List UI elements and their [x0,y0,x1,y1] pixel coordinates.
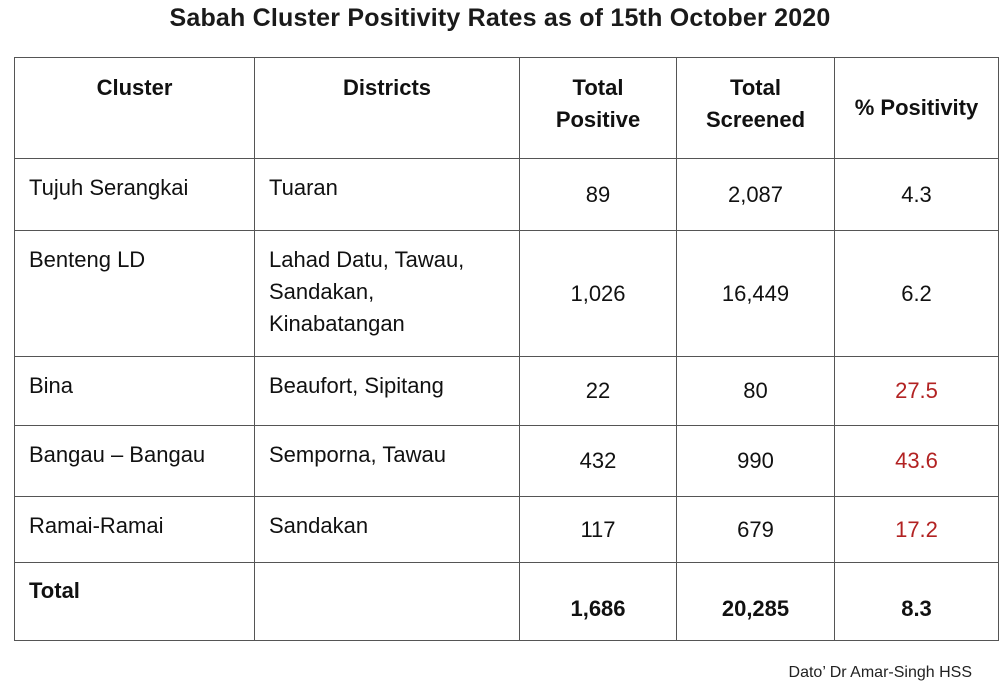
cell-cluster: Ramai-Ramai [14,496,255,563]
cell-total-positive: 22 [519,356,677,426]
table-row: Benteng LD Lahad Datu, Tawau, Sandakan, … [14,230,999,357]
table-row: Ramai-Ramai Sandakan 117 679 17.2 [14,496,999,563]
header-districts: Districts [254,57,520,159]
header-total-positive-line-1: Total [572,75,624,100]
district-line: Kinabatangan [269,311,405,336]
table-row: Tujuh Serangkai Tuaran 89 2,087 4.3 [14,158,999,231]
district-line: Tuaran [269,175,338,200]
district-line: Sandakan [269,513,369,538]
cell-total-screened: 990 [676,425,835,497]
table-header-row: Cluster Districts Total Positive Total S… [14,57,999,159]
table-row: Bina Beaufort, Sipitang 22 80 27.5 [14,356,999,426]
cell-total-positive: 89 [519,158,677,231]
cell-total-label: Total [14,562,255,641]
cell-positivity: 27.5 [834,356,999,426]
cell-districts: Semporna, Tawau [254,425,520,497]
cell-positivity: 4.3 [834,158,999,231]
cell-positivity: 17.2 [834,496,999,563]
author-credit: Dato’ Dr Amar-Singh HSS [788,664,972,681]
cell-districts: Tuaran [254,158,520,231]
cell-total-screened: 679 [676,496,835,563]
cell-total-screened-sum: 20,285 [676,562,835,641]
cell-cluster: Bina [14,356,255,426]
positivity-table: Cluster Districts Total Positive Total S… [14,57,999,641]
header-total-positive-line-2: Positive [555,107,641,132]
district-line: Semporna, Tawau [269,442,446,467]
header-cluster: Cluster [14,57,255,159]
header-total-screened-line-1: Total [730,75,781,100]
table-total-row: Total 1,686 20,285 8.3 [14,562,999,641]
header-total-screened-line-2: Screened [705,107,806,132]
cell-districts: Beaufort, Sipitang [254,356,520,426]
cell-positivity: 6.2 [834,230,999,357]
cell-districts: Lahad Datu, Tawau, Sandakan, Kinabatanga… [254,230,520,357]
cell-total-screened: 80 [676,356,835,426]
header-positivity: % Positivity [834,57,999,159]
cell-total-positivity: 8.3 [834,562,999,641]
district-line: Beaufort, Sipitang [269,373,444,398]
cell-cluster: Tujuh Serangkai [14,158,255,231]
cell-positivity: 43.6 [834,425,999,497]
cell-total-positive: 1,026 [519,230,677,357]
table-row: Bangau – Bangau Semporna, Tawau 432 990 … [14,425,999,497]
district-line: Lahad Datu, Tawau, [269,247,465,272]
cell-total-screened: 2,087 [676,158,835,231]
cell-total-positive-sum: 1,686 [519,562,677,641]
cell-cluster: Benteng LD [14,230,255,357]
district-line: Sandakan, [269,279,375,304]
cell-cluster: Bangau – Bangau [14,425,255,497]
header-total-positive: Total Positive [519,57,677,159]
page-title: Sabah Cluster Positivity Rates as of 15t… [169,4,831,32]
cell-total-screened: 16,449 [676,230,835,357]
cell-districts: Sandakan [254,496,520,563]
cell-total-positive: 117 [519,496,677,563]
cell-total-districts [254,562,520,641]
header-total-screened: Total Screened [676,57,835,159]
cell-total-positive: 432 [519,425,677,497]
